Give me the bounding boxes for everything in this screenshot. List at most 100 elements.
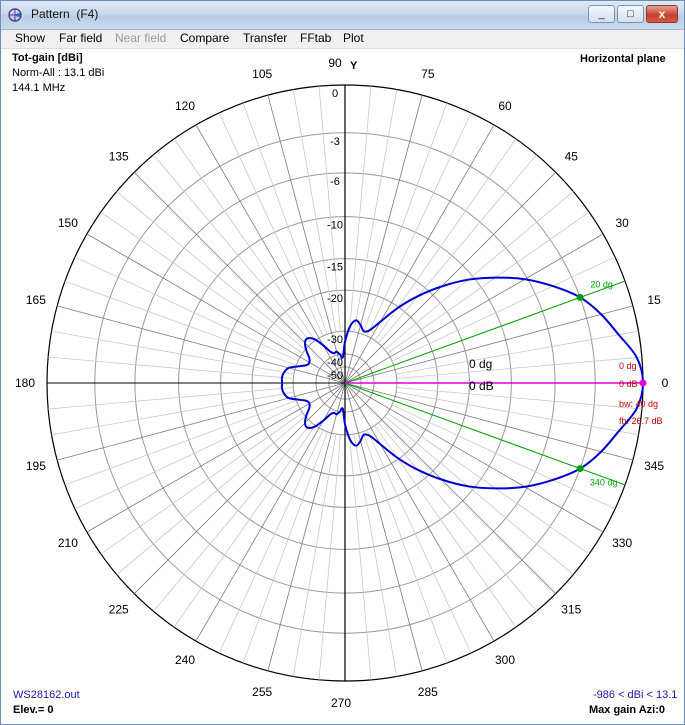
menu-bar: Show Far field Near field Compare Transf… <box>1 30 684 49</box>
grid-spoke <box>242 431 328 664</box>
grid-spoke <box>74 404 299 510</box>
grid-spoke <box>396 330 639 375</box>
grid-spoke <box>86 233 346 384</box>
grid-spoke <box>292 434 337 677</box>
grid-spoke <box>384 416 574 575</box>
angle-label: 90 <box>328 56 342 70</box>
menu-plot[interactable]: Plot <box>343 31 364 45</box>
grid-spoke <box>353 89 398 332</box>
grid-spoke <box>64 400 297 486</box>
window-title: Pattern (F4) <box>31 7 99 21</box>
angle-label: 315 <box>561 602 581 616</box>
grid-spoke <box>378 422 537 612</box>
gain-title: Tot-gain [dBi] <box>12 52 83 64</box>
beamwidth-label: 20 dg <box>590 279 613 289</box>
angle-label: 150 <box>58 216 78 230</box>
grid-spoke <box>218 112 324 337</box>
angle-label: 345 <box>644 459 664 473</box>
grid-spoke <box>353 434 398 677</box>
beamwidth-point <box>576 293 584 301</box>
grid-spoke <box>195 382 346 642</box>
filename-label: WS28162.out <box>13 689 80 701</box>
radial-tick-label: -20 <box>327 293 343 305</box>
max-gain-point <box>639 379 647 387</box>
grid-spoke <box>100 211 303 354</box>
angle-label: 300 <box>495 653 515 667</box>
grid-spoke <box>344 124 495 384</box>
elevation-label: Elev.= 0 <box>13 704 54 716</box>
grid-spoke <box>267 382 346 671</box>
grid-spoke <box>344 305 633 384</box>
maximize-button[interactable]: □ <box>617 5 644 23</box>
grid-spoke <box>195 124 346 384</box>
center-db-label: 0 dB <box>469 379 494 393</box>
angle-label: 120 <box>175 99 195 113</box>
radial-tick-label: -15 <box>327 262 343 274</box>
angle-label: 195 <box>26 459 46 473</box>
angle-label: 105 <box>252 67 272 81</box>
beamwidth-label: 340 dg <box>590 478 618 488</box>
menu-fftab[interactable]: FFtab <box>300 31 332 45</box>
angle-label: 255 <box>252 685 272 699</box>
center-angle-label: 0 dg <box>469 357 492 371</box>
minimize-button[interactable]: _ <box>588 5 615 23</box>
grid-spoke <box>173 425 316 628</box>
grid-spoke <box>344 233 604 384</box>
grid-spoke <box>100 412 303 555</box>
menu-transfer[interactable]: Transfer <box>243 31 288 45</box>
norm-label: Norm-All : 13.1 dBi <box>12 67 105 79</box>
grid-spoke <box>384 191 574 350</box>
radial-tick-label: -10 <box>327 220 343 232</box>
grid-spoke <box>387 412 590 555</box>
grid-spoke <box>344 171 557 384</box>
grid-spoke <box>48 387 294 410</box>
angle-label: 165 <box>26 293 46 307</box>
grid-spoke <box>173 138 316 341</box>
grid-spoke <box>74 256 299 362</box>
grid-spoke <box>64 280 297 366</box>
pattern-curve <box>280 276 645 490</box>
grid-spoke <box>344 382 633 461</box>
grid-spoke <box>48 356 294 379</box>
close-icon: x <box>658 7 666 21</box>
radial-tick-label: 0 <box>332 88 338 100</box>
menu-show[interactable]: Show <box>15 31 46 45</box>
angle-label: 30 <box>615 216 629 230</box>
grid-spoke <box>242 102 328 335</box>
grid-spoke <box>344 382 423 671</box>
grid-spoke <box>153 154 312 344</box>
grid-spoke <box>391 404 616 510</box>
angle-label: 135 <box>109 150 129 164</box>
frequency-label: 144.1 MHz <box>12 82 66 94</box>
menu-far-field[interactable]: Far field <box>59 31 103 45</box>
menu-compare[interactable]: Compare <box>180 31 230 45</box>
grid-spoke <box>344 382 495 642</box>
max-gain-label: Max gain Azi:0 <box>589 704 665 716</box>
bw-annotation: bw: 40 dg <box>619 399 658 409</box>
grid-spoke <box>366 112 472 337</box>
angle-label: 0 <box>662 376 669 390</box>
maximize-icon: □ <box>627 8 634 20</box>
angle-label: 285 <box>418 685 438 699</box>
beamwidth-point <box>576 465 584 473</box>
grid-spoke <box>116 416 306 575</box>
grid-spoke <box>344 382 604 533</box>
grid-spoke <box>51 330 294 375</box>
grid-spoke <box>396 387 642 410</box>
plane-label: Horizontal plane <box>580 53 666 65</box>
angle-label: 180 <box>15 376 35 390</box>
grid-spoke <box>396 391 639 436</box>
angle-label: 240 <box>175 653 195 667</box>
minimize-icon: _ <box>598 8 605 20</box>
y-axis-label: Y <box>350 60 358 72</box>
close-button[interactable]: x <box>646 5 678 23</box>
grid-spoke <box>292 89 337 332</box>
angle-label: 270 <box>331 696 351 710</box>
title-bar[interactable]: Pattern (F4) _ □ x <box>1 1 684 30</box>
menu-near-field[interactable]: Near field <box>115 31 167 45</box>
polar-chart: 0-3-6-10-15-20-30-40-5090756045301503453… <box>15 56 669 710</box>
grid-spoke <box>366 429 472 654</box>
max-db-label: 0 dB <box>619 379 638 389</box>
grid-spoke <box>57 382 346 461</box>
